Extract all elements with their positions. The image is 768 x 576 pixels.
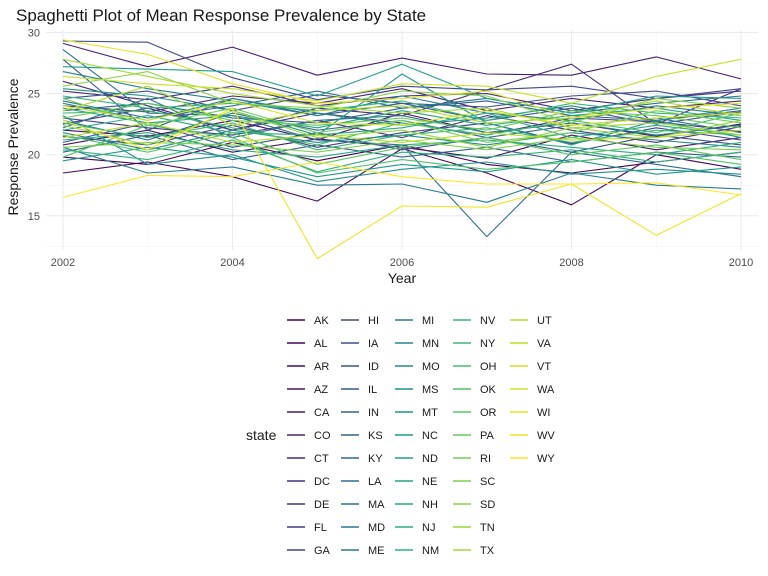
- x-axis-ticks: 2002 2004 2006 2008 2010: [51, 257, 754, 269]
- legend-label-CO: CO: [314, 430, 331, 442]
- legend-label-VA: VA: [537, 338, 552, 350]
- series-line-VA: [62, 122, 742, 143]
- y-tick-label: 20: [28, 150, 40, 162]
- legend-label-OH: OH: [480, 361, 497, 373]
- legend-label-WA: WA: [537, 384, 555, 396]
- legend-label-WI: WI: [537, 407, 550, 419]
- legend-label-ID: ID: [368, 361, 379, 373]
- legend-label-WV: WV: [537, 430, 555, 442]
- series-line-OH: [62, 110, 742, 146]
- legend-label-OR: OR: [480, 407, 497, 419]
- legend-label-MI: MI: [422, 315, 434, 327]
- legend-label-FL: FL: [314, 522, 327, 534]
- y-tick-label: 30: [28, 27, 40, 39]
- legend-label-NV: NV: [480, 315, 496, 327]
- legend: AK AL AR AZ CA CO CT DC DE FL GA HI IA ID IL IN KS KY LA MA…: [287, 315, 555, 557]
- x-tick-label: 2002: [51, 257, 75, 269]
- legend-label-MS: MS: [422, 384, 439, 396]
- x-axis-title: Year: [388, 270, 417, 286]
- series-line-CA: [62, 42, 742, 80]
- x-tick-label: 2010: [729, 257, 753, 269]
- legend-label-IN: IN: [368, 407, 379, 419]
- legend-label-WY: WY: [537, 453, 555, 465]
- legend-label-KY: KY: [368, 453, 383, 465]
- legend-label-HI: HI: [368, 315, 379, 327]
- legend-label-SC: SC: [480, 476, 495, 488]
- series-line-UT: [62, 85, 742, 126]
- legend-label-MD: MD: [368, 522, 385, 534]
- legend-label-MA: MA: [368, 499, 385, 511]
- legend-label-AL: AL: [314, 338, 327, 350]
- legend-label-AZ: AZ: [314, 384, 328, 396]
- series-line-PA: [62, 102, 742, 131]
- series-line-SC: [62, 137, 742, 153]
- legend-label-PA: PA: [480, 430, 495, 442]
- series-line-WI: [62, 39, 742, 119]
- legend-label-NY: NY: [480, 338, 496, 350]
- series-line-NV: [62, 95, 742, 121]
- legend-label-NH: NH: [422, 499, 438, 511]
- legend-label-ME: ME: [368, 545, 385, 557]
- legend-label-IL: IL: [368, 384, 377, 396]
- legend-label-NM: NM: [422, 545, 439, 557]
- legend-label-RI: RI: [480, 453, 491, 465]
- series-line-ND: [62, 63, 742, 114]
- series-line-RI: [62, 97, 742, 143]
- legend-label-IA: IA: [368, 338, 379, 350]
- x-tick-label: 2008: [559, 257, 583, 269]
- legend-label-MO: MO: [422, 361, 440, 373]
- series-line-WV: [62, 107, 742, 260]
- legend-label-TN: TN: [480, 522, 495, 534]
- series-line-NM: [62, 139, 742, 173]
- legend-label-ND: ND: [422, 453, 438, 465]
- legend-label-NE: NE: [422, 476, 437, 488]
- series-line-NJ: [62, 132, 742, 158]
- series-line-MS: [62, 115, 742, 183]
- legend-label-TX: TX: [480, 545, 495, 557]
- chart-title: Spaghetti Plot of Mean Response Prevalen…: [16, 6, 426, 25]
- y-axis-title: Response Prevalence: [5, 78, 21, 215]
- series-line-NH: [62, 112, 742, 139]
- series-line-ME: [62, 146, 742, 203]
- series-line-VT: [62, 58, 742, 104]
- legend-label-AR: AR: [314, 361, 329, 373]
- legend-label-AK: AK: [314, 315, 329, 327]
- legend-label-SD: SD: [480, 499, 495, 511]
- series-line-TN: [62, 110, 742, 148]
- legend-label-DE: DE: [314, 499, 329, 511]
- y-tick-label: 15: [28, 211, 40, 223]
- series-line-NE: [62, 107, 742, 129]
- legend-label-CT: CT: [314, 453, 329, 465]
- legend-label-VT: VT: [537, 361, 551, 373]
- legend-label-NJ: NJ: [422, 522, 435, 534]
- legend-label-LA: LA: [368, 476, 382, 488]
- legend-title: state: [246, 427, 277, 443]
- legend-label-UT: UT: [537, 315, 552, 327]
- x-tick-label: 2006: [390, 257, 414, 269]
- series-line-WY: [62, 161, 742, 198]
- series-line-OR: [62, 132, 742, 165]
- x-tick-label: 2004: [220, 257, 244, 269]
- series-lines: [62, 39, 742, 260]
- series-line-HI: [62, 40, 742, 101]
- series-line-WA: [62, 100, 742, 126]
- legend-label-GA: GA: [314, 545, 331, 557]
- series-line-NC: [62, 146, 742, 178]
- legend-label-MT: MT: [422, 407, 438, 419]
- legend-label-NC: NC: [422, 430, 438, 442]
- legend-label-DC: DC: [314, 476, 330, 488]
- legend-label-OK: OK: [480, 384, 497, 396]
- series-line-MD: [62, 97, 742, 139]
- legend-label-MN: MN: [422, 338, 439, 350]
- series-line-TX: [62, 58, 742, 136]
- y-tick-label: 25: [28, 89, 40, 101]
- legend-label-CA: CA: [314, 407, 330, 419]
- legend-label-KS: KS: [368, 430, 383, 442]
- y-axis-ticks: 15 20 25 30: [28, 27, 40, 222]
